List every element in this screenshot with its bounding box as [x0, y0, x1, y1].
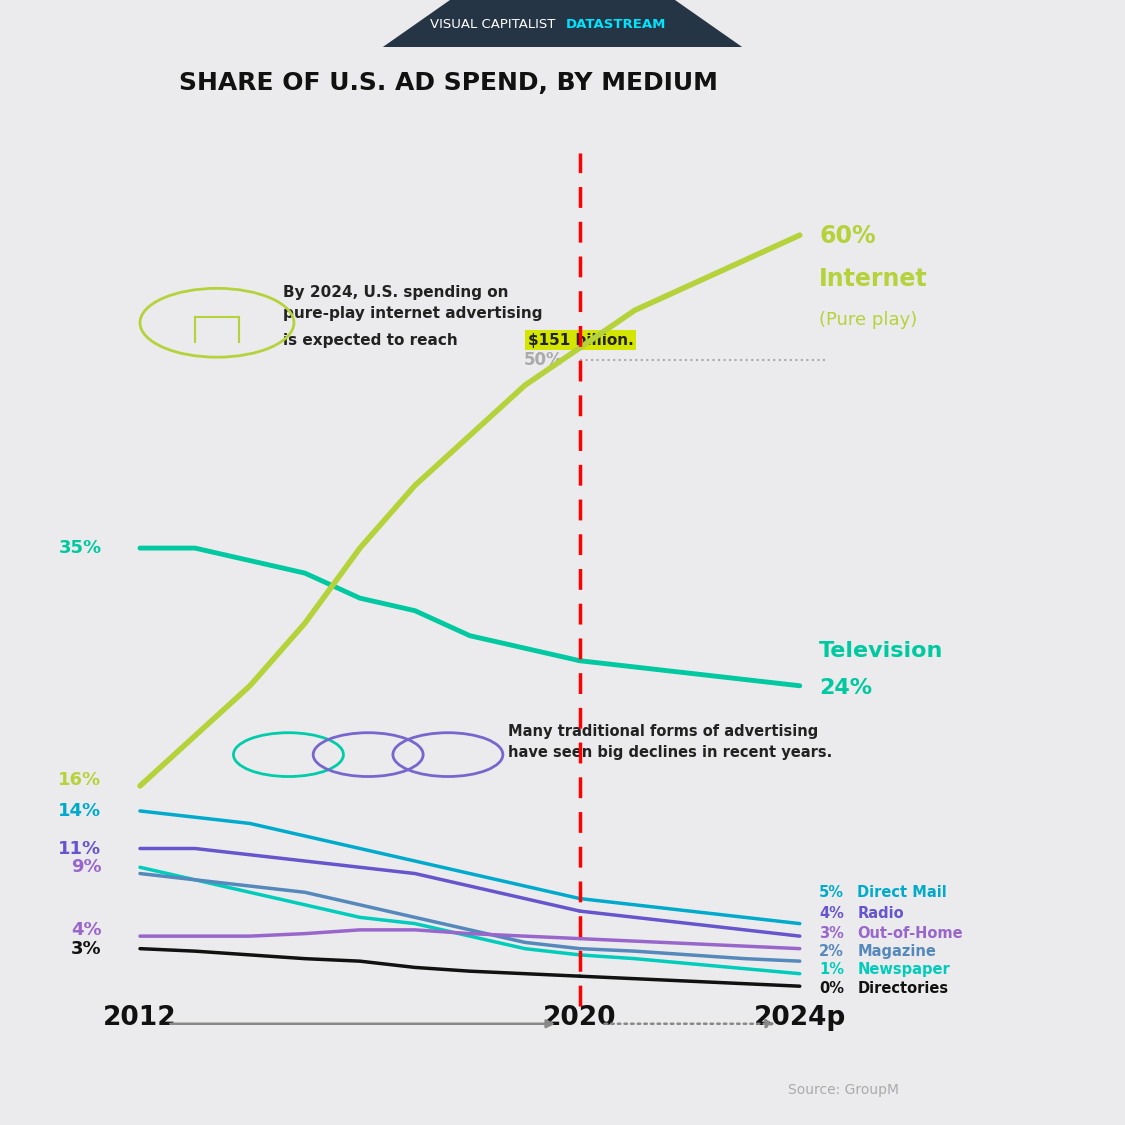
Text: 2012: 2012 [104, 1005, 177, 1030]
Text: is expected to reach: is expected to reach [284, 333, 464, 348]
Text: 4%: 4% [71, 921, 101, 939]
Text: 3%: 3% [819, 926, 844, 942]
Text: VISUAL CAPITALIST: VISUAL CAPITALIST [430, 18, 559, 32]
Text: Internet: Internet [819, 268, 928, 291]
Text: 11%: 11% [58, 839, 101, 857]
Text: DATASTREAM: DATASTREAM [566, 18, 666, 32]
Text: 35%: 35% [58, 539, 101, 557]
Text: Television: Television [819, 641, 944, 660]
Text: 2024p: 2024p [754, 1005, 846, 1030]
Text: 0%: 0% [819, 981, 844, 997]
Text: Out-of-Home: Out-of-Home [857, 926, 963, 942]
Text: 1%: 1% [819, 962, 844, 978]
Text: 50%: 50% [524, 351, 564, 369]
Text: Directories: Directories [857, 981, 948, 997]
Text: 60%: 60% [819, 224, 875, 248]
Text: 2020: 2020 [543, 1005, 617, 1030]
Text: Direct Mail: Direct Mail [857, 885, 947, 900]
Text: 3%: 3% [71, 939, 101, 957]
Text: Magazine: Magazine [857, 944, 936, 958]
Text: By 2024, U.S. spending on
pure-play internet advertising: By 2024, U.S. spending on pure-play inte… [284, 286, 542, 322]
Text: Source: GroupM: Source: GroupM [788, 1083, 899, 1097]
Text: 9%: 9% [71, 858, 101, 876]
Text: 24%: 24% [819, 678, 872, 699]
Text: Newspaper: Newspaper [857, 962, 951, 978]
Text: 4%: 4% [819, 906, 844, 921]
Text: SHARE OF U.S. AD SPEND, BY MEDIUM: SHARE OF U.S. AD SPEND, BY MEDIUM [180, 71, 719, 94]
Text: Radio: Radio [857, 906, 904, 921]
Polygon shape [382, 0, 742, 47]
Text: 2%: 2% [819, 944, 844, 958]
Text: (Pure play): (Pure play) [819, 310, 917, 328]
Text: $151 billion.: $151 billion. [528, 333, 633, 348]
Text: 16%: 16% [58, 771, 101, 789]
Text: 5%: 5% [819, 885, 844, 900]
Text: 14%: 14% [58, 802, 101, 820]
Text: Many traditional forms of advertising
have seen big declines in recent years.: Many traditional forms of advertising ha… [508, 724, 832, 760]
